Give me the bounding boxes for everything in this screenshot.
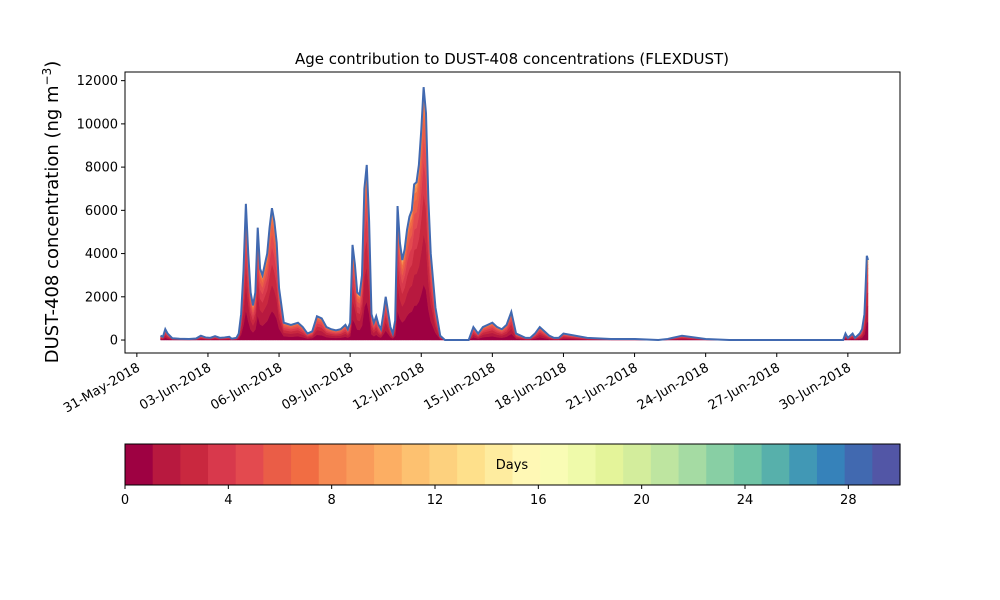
axes-frame xyxy=(124,71,901,354)
colorbar-swatch xyxy=(567,444,597,485)
colorbar-tick-label: 28 xyxy=(840,493,857,508)
colorbar-swatch xyxy=(623,444,652,485)
colorbar-swatch xyxy=(789,444,818,485)
colorbar-tick-label: 24 xyxy=(737,493,754,508)
colorbar-swatch xyxy=(733,444,763,485)
colorbar-swatch xyxy=(374,444,403,485)
colorbar-swatch xyxy=(291,444,320,485)
x-tick-label: 24-Jun-2018 xyxy=(635,360,712,413)
colorbar: 0 4 8 12 16 20 24 28 Days xyxy=(121,443,901,508)
colorbar-swatch xyxy=(263,444,292,485)
x-tick-label: 03-Jun-2018 xyxy=(137,360,214,413)
total-concentration-line xyxy=(160,87,869,342)
colorbar-tick-label: 0 xyxy=(121,493,129,508)
colorbar-swatch xyxy=(650,444,680,485)
y-tick-label: 4000 xyxy=(85,247,118,262)
colorbar-swatch xyxy=(706,444,735,485)
y-tick-label: 0 xyxy=(110,334,118,349)
colorbar-swatch xyxy=(318,444,348,485)
colorbar-swatch xyxy=(872,444,901,485)
x-tick-label: 06-Jun-2018 xyxy=(208,360,285,413)
colorbar-tick-label: 20 xyxy=(633,493,650,508)
x-tick-label: 18-Jun-2018 xyxy=(493,360,570,413)
y-axis-label: DUST-408 concentration (ng m−3) xyxy=(40,61,63,364)
colorbar-swatch xyxy=(180,444,209,485)
x-tick-label: 21-Jun-2018 xyxy=(564,360,641,413)
colorbar-tick-label: 16 xyxy=(530,493,547,508)
colorbar-swatch xyxy=(152,444,181,485)
colorbar-swatch xyxy=(816,444,846,485)
colorbar-swatch xyxy=(844,444,873,485)
plot-area xyxy=(124,71,901,354)
x-tick-label: 15-Jun-2018 xyxy=(422,360,499,413)
colorbar-label: Days xyxy=(496,458,529,473)
y-tick-label: 8000 xyxy=(85,161,118,176)
y-tick-label: 2000 xyxy=(85,290,118,305)
colorbar-swatch xyxy=(346,444,375,485)
x-tick-label: 31-May-2018 xyxy=(61,360,143,416)
colorbar-swatch xyxy=(484,444,514,485)
colorbar-tick-label: 8 xyxy=(328,493,336,508)
y-tick-label: 6000 xyxy=(85,204,118,219)
y-tick-label: 10000 xyxy=(77,117,118,132)
x-tick-label: 12-Jun-2018 xyxy=(350,360,427,413)
x-axis: 31-May-201803-Jun-201806-Jun-201809-Jun-… xyxy=(61,353,854,416)
colorbar-swatch xyxy=(235,444,264,485)
colorbar-swatch xyxy=(125,444,154,485)
x-tick-label: 09-Jun-2018 xyxy=(279,360,356,413)
colorbar-swatch xyxy=(457,444,486,485)
colorbar-swatch xyxy=(761,444,790,485)
colorbar-swatch xyxy=(512,444,541,485)
colorbar-tick-label: 4 xyxy=(224,493,232,508)
colorbar-swatch xyxy=(401,444,431,485)
x-tick-label: 30-Jun-2018 xyxy=(777,360,854,413)
stacked-area-layers xyxy=(160,87,869,341)
x-tick-label: 27-Jun-2018 xyxy=(706,360,783,413)
colorbar-tick-label: 12 xyxy=(427,493,444,508)
y-axis: 0 2000 4000 6000 8000 10000 12000 xyxy=(77,74,125,349)
colorbar-frame xyxy=(124,443,901,486)
y-tick-label: 12000 xyxy=(77,74,118,89)
colorbar-swatch xyxy=(429,444,458,485)
colorbar-swatch xyxy=(678,444,707,485)
chart-title: Age contribution to DUST-408 concentrati… xyxy=(295,50,729,68)
colorbar-swatch xyxy=(208,444,237,485)
colorbar-swatch xyxy=(595,444,624,485)
colorbar-swatch xyxy=(540,444,569,485)
